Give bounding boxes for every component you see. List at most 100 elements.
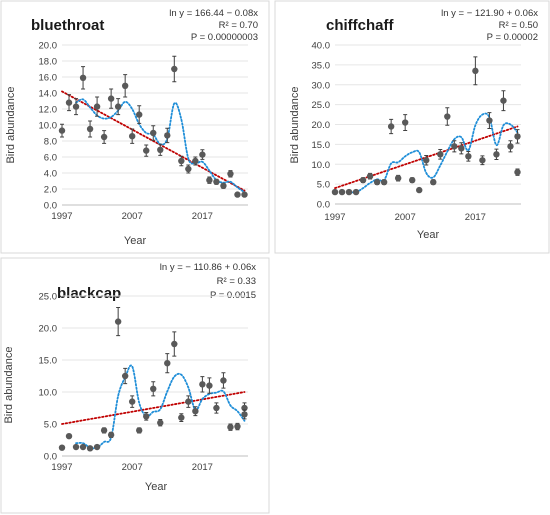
data-point: [338, 188, 346, 196]
data-point: [514, 169, 521, 176]
regression-equation: ln y = − 121.90 + 0.06x: [441, 8, 538, 19]
y-tick-label: 8.0: [44, 137, 57, 148]
data-point: [444, 113, 451, 120]
data-point: [206, 382, 213, 389]
plot-area: 0.0 5.0 10.0 15.0 20.0 25.0 1997 2007 2017: [39, 292, 248, 473]
data-point: [100, 427, 108, 434]
data-point: [79, 443, 87, 451]
y-tick-label: 0.0: [317, 200, 330, 211]
panel-bluethroat: bluethroat ln y = 166.44 − 0.08x R² = 0.…: [0, 0, 270, 254]
y-tick-label: 0.0: [44, 201, 57, 212]
y-tick-label: 4.0: [44, 169, 57, 180]
data-point: [507, 143, 514, 150]
x-tick-label: 2007: [122, 211, 143, 222]
data-point: [65, 432, 73, 440]
data-point: [451, 143, 458, 150]
data-point: [79, 74, 87, 82]
data-point: [416, 186, 423, 194]
trend-line: [61, 90, 246, 192]
x-tick-label: 1997: [51, 211, 72, 222]
data-point: [380, 178, 388, 186]
data-point: [213, 404, 220, 412]
regression-equation: ln y = 166.44 − 0.08x: [169, 8, 258, 19]
data-point: [58, 127, 66, 134]
data-point: [121, 372, 129, 380]
data-point: [241, 191, 248, 198]
data-point: [143, 413, 150, 420]
data-point: [430, 178, 437, 186]
regression-equation: ln y = − 110.86 + 0.06x: [160, 262, 256, 273]
y-tick-label: 16.0: [39, 73, 58, 84]
data-point: [199, 381, 206, 388]
chart-title: chiffchaff: [326, 17, 395, 34]
y-tick-label: 5.0: [44, 420, 57, 431]
data-point: [86, 445, 94, 452]
y-tick-label: 20.0: [39, 324, 58, 335]
y-tick-label: 15.0: [39, 356, 58, 367]
y-tick-label: 10.0: [39, 121, 58, 132]
data-point: [93, 103, 101, 110]
data-point: [479, 157, 486, 164]
data-point: [500, 97, 507, 104]
data-point: [128, 398, 136, 405]
y-tick-label: 2.0: [44, 185, 57, 196]
data-point: [185, 398, 192, 405]
data-point: [164, 132, 171, 139]
y-tick-label: 5.0: [317, 180, 330, 191]
data-point: [472, 67, 479, 75]
data-point: [234, 191, 241, 198]
y-tick-label: 30.0: [312, 80, 331, 91]
data-point: [178, 414, 185, 421]
data-point: [331, 188, 339, 196]
y-tick-label: 12.0: [39, 105, 58, 116]
y-axis-label: Bird abundance: [3, 346, 15, 423]
y-tick-label: 18.0: [39, 57, 58, 68]
data-point: [227, 170, 234, 177]
y-tick-label: 0.0: [44, 452, 57, 463]
data-point: [157, 419, 164, 426]
data-point: [185, 165, 192, 173]
r-squared-label: R² = 0.33: [217, 276, 256, 287]
data-point: [241, 411, 248, 418]
panel-frame: [0, 257, 270, 514]
data-point: [107, 95, 115, 102]
x-axis-label: Year: [145, 481, 168, 493]
data-point: [136, 427, 143, 434]
data-point: [86, 125, 94, 133]
data-point: [72, 443, 80, 451]
x-tick-label: 2007: [395, 212, 416, 223]
plot-area: 0.0 2.0 4.0 6.0 8.0 10.0 12.0 14.0 16.0 18.0 20.0 1…: [39, 41, 248, 222]
data-point: [227, 424, 234, 431]
data-point: [213, 178, 220, 185]
data-point: [171, 65, 178, 73]
data-point: [366, 172, 374, 180]
y-tick-label: 35.0: [312, 60, 331, 71]
panel-chiffchaff: chiffchaff ln y = − 121.90 + 0.06x R² = …: [274, 0, 550, 254]
p-value-label: P = 0.00002: [487, 32, 538, 43]
data-point: [514, 133, 521, 140]
data-point: [114, 318, 122, 325]
data-point: [107, 431, 115, 439]
data-point: [100, 133, 108, 141]
moving-average-line: [75, 364, 246, 450]
x-axis-label: Year: [124, 235, 147, 247]
panel-blackcap: blackcap ln y = − 110.86 + 0.06x R² = 0.…: [0, 257, 270, 514]
data-point: [206, 177, 213, 184]
x-tick-label: 1997: [324, 212, 345, 223]
data-point: [136, 111, 143, 118]
y-tick-label: 20.0: [312, 120, 331, 131]
data-point: [465, 153, 472, 160]
data-point: [171, 340, 178, 348]
data-point: [423, 157, 430, 164]
y-tick-label: 25.0: [312, 100, 331, 111]
data-point: [72, 103, 80, 110]
y-tick-label: 6.0: [44, 153, 57, 164]
data-point: [150, 129, 157, 137]
p-value-label: P = 0.00000003: [191, 32, 258, 43]
data-point: [493, 151, 500, 158]
y-tick-label: 10.0: [312, 160, 331, 171]
data-point: [199, 151, 206, 158]
data-point: [121, 82, 129, 90]
data-point: [150, 385, 157, 392]
